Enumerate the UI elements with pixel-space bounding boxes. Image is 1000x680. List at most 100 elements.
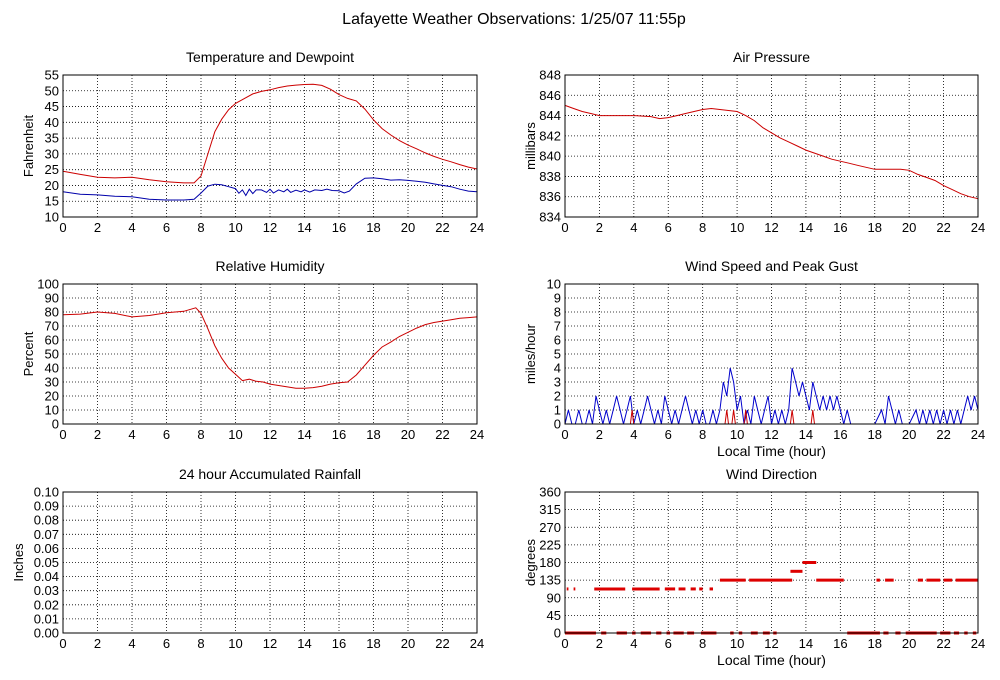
y-tick-label: 844: [539, 108, 561, 123]
chart-title: Temperature and Dewpoint: [186, 49, 354, 65]
temp-chart: 0 2 4 6 8 10 12 14 16 18 20 22 241015202530354045505…: [21, 49, 484, 235]
y-tick-label: 0.04: [34, 569, 59, 584]
x-tick-label: 8: [197, 427, 204, 442]
x-tick-label: 14: [297, 427, 311, 442]
direction-chart: 0 2 4 6 8 10 12 14 16 18 20 22 240459013518022527031…: [523, 466, 985, 668]
x-tick-label: 0: [561, 220, 568, 235]
x-tick-label: 10: [228, 427, 242, 442]
page-title: Lafayette Weather Observations: 1/25/07 …: [342, 11, 686, 28]
chart-title: Wind Direction: [726, 466, 817, 482]
plot-frame: [62, 74, 478, 218]
y-tick-label: 0.00: [34, 626, 59, 641]
y-tick-label: 0.10: [34, 485, 59, 500]
humidity-chart: 0 2 4 6 8 10 12 14 16 18 20 22 240102030405060708090…: [21, 258, 484, 442]
x-tick-label: 18: [366, 220, 380, 235]
y-tick-label: 135: [539, 573, 561, 588]
y-tick-label: 0.08: [34, 513, 59, 528]
x-axis-label: Local Time (hour): [717, 443, 826, 459]
x-tick-label: 24: [971, 220, 985, 235]
chart-title: 24 hour Accumulated Rainfall: [179, 466, 361, 482]
y-tick-label: 60: [45, 333, 59, 348]
y-tick-label: 6: [554, 333, 561, 348]
y-tick-label: 846: [539, 88, 561, 103]
x-tick-label: 24: [971, 636, 985, 651]
x-tick-label: 12: [764, 220, 778, 235]
x-tick-label: 10: [228, 636, 242, 651]
y-tick-label: 0.05: [34, 555, 59, 570]
x-tick-label: 10: [730, 636, 744, 651]
y-tick-label: 40: [45, 115, 59, 130]
x-tick-label: 14: [799, 220, 813, 235]
y-tick-label: 0: [554, 626, 561, 641]
x-tick-label: 4: [630, 220, 637, 235]
y-tick-label: 270: [539, 520, 561, 535]
y-tick-label: 180: [539, 555, 561, 570]
x-tick-label: 22: [936, 636, 950, 651]
x-axis-label: Local Time (hour): [717, 652, 826, 668]
y-tick-label: 838: [539, 169, 561, 184]
x-tick-label: 2: [94, 220, 101, 235]
x-tick-label: 12: [764, 636, 778, 651]
y-tick-label: 15: [45, 194, 59, 209]
x-tick-label: 20: [902, 220, 916, 235]
y-tick-label: 836: [539, 189, 561, 204]
y-tick-label: 30: [45, 375, 59, 390]
plot-frame: [564, 74, 979, 218]
y-tick-label: 70: [45, 319, 59, 334]
y-tick-label: 50: [45, 83, 59, 98]
x-tick-label: 24: [470, 636, 484, 651]
y-axis-label: millibars: [523, 122, 538, 170]
temp-series-line-1: [62, 177, 478, 201]
x-tick-label: 12: [263, 427, 277, 442]
x-tick-label: 12: [263, 220, 277, 235]
x-tick-label: 2: [94, 427, 101, 442]
y-tick-label: 0.02: [34, 597, 59, 612]
x-tick-label: 0: [561, 427, 568, 442]
plot-frame: [564, 283, 979, 425]
plot-frame: [62, 491, 478, 634]
x-tick-label: 2: [94, 636, 101, 651]
x-tick-label: 8: [197, 636, 204, 651]
y-tick-label: 8: [554, 305, 561, 320]
y-tick-label: 80: [45, 305, 59, 320]
x-tick-label: 18: [366, 636, 380, 651]
x-tick-label: 16: [332, 636, 346, 651]
y-axis-label: Percent: [21, 331, 36, 376]
x-tick-label: 4: [630, 427, 637, 442]
x-tick-label: 0: [59, 427, 66, 442]
y-tick-label: 10: [45, 403, 59, 418]
y-tick-label: 2: [554, 389, 561, 404]
x-tick-label: 2: [596, 427, 603, 442]
x-tick-label: 8: [197, 220, 204, 235]
x-tick-label: 18: [868, 427, 882, 442]
y-tick-label: 360: [539, 485, 561, 500]
rain-chart: 0 2 4 6 8 10 12 14 16 18 20 22 240.000.010.020.030.0…: [11, 466, 484, 651]
chart-title: Air Pressure: [733, 49, 810, 65]
y-tick-label: 50: [45, 347, 59, 362]
x-tick-label: 18: [366, 427, 380, 442]
x-tick-label: 10: [730, 220, 744, 235]
y-tick-label: 40: [45, 361, 59, 376]
y-tick-label: 315: [539, 502, 561, 517]
y-axis-label: miles/hour: [523, 323, 538, 384]
y-tick-label: 9: [554, 291, 561, 306]
x-tick-label: 6: [163, 427, 170, 442]
y-tick-label: 20: [45, 389, 59, 404]
x-tick-label: 18: [868, 220, 882, 235]
y-tick-label: 0.03: [34, 583, 59, 598]
x-tick-label: 2: [596, 220, 603, 235]
x-tick-label: 14: [297, 636, 311, 651]
y-tick-label: 4: [554, 361, 561, 376]
y-tick-label: 5: [554, 347, 561, 362]
x-tick-label: 16: [833, 220, 847, 235]
y-tick-label: 834: [539, 210, 561, 225]
y-axis-label: Fahrenheit: [21, 115, 36, 178]
x-tick-label: 14: [799, 427, 813, 442]
x-tick-label: 14: [297, 220, 311, 235]
x-tick-label: 10: [730, 427, 744, 442]
x-tick-label: 6: [665, 427, 672, 442]
y-tick-label: 0.07: [34, 527, 59, 542]
x-tick-label: 16: [833, 636, 847, 651]
x-tick-label: 12: [263, 636, 277, 651]
y-tick-label: 90: [45, 291, 59, 306]
